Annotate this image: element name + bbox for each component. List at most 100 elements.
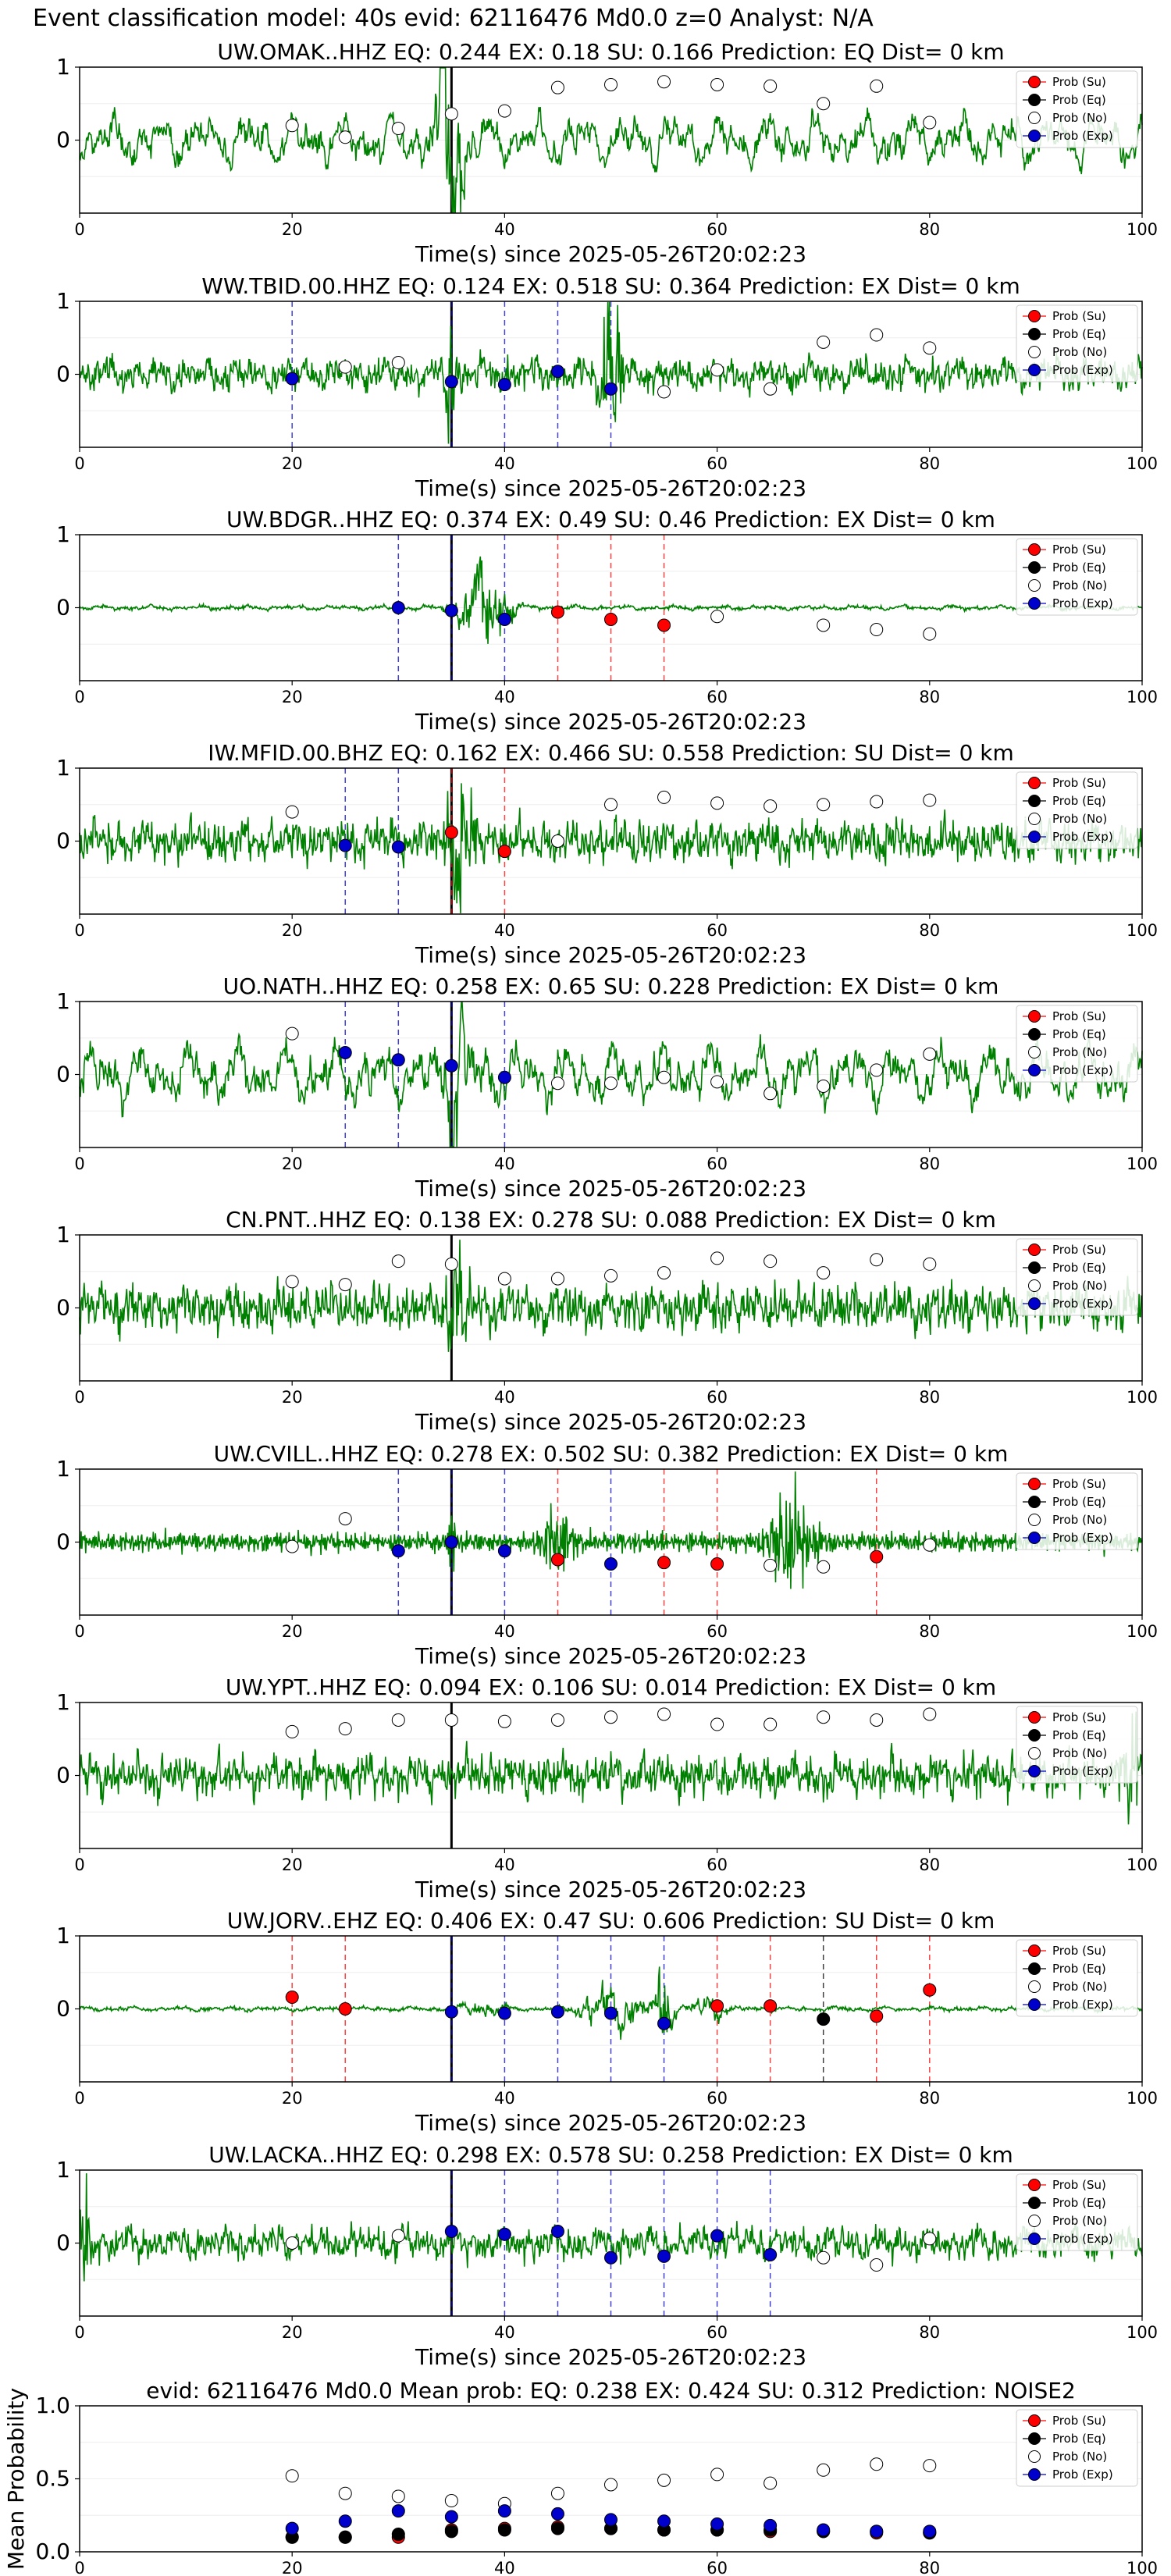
legend-label: Prob (Su) — [1052, 776, 1106, 790]
probability-point — [550, 80, 564, 94]
legend-marker — [1028, 1244, 1041, 1256]
probability-point — [444, 2005, 458, 2019]
x-axis-label: Time(s) since 2025-05-26T20:02:23 — [415, 2110, 806, 2136]
x-tick-label: 40 — [494, 2559, 515, 2576]
y-tick-label: 0 — [56, 1763, 70, 1788]
waveform-panel: UO.NATH..HHZ EQ: 0.258 EX: 0.65 SU: 0.22… — [56, 973, 1158, 1201]
waveform-trace — [79, 67, 1143, 213]
waveform-panel: IW.MFID.00.BHZ EQ: 0.162 EX: 0.466 SU: 0… — [56, 740, 1158, 968]
legend-marker — [1028, 1478, 1041, 1490]
legend-label: Prob (Exp) — [1052, 129, 1113, 143]
x-tick-label: 20 — [282, 1856, 303, 1874]
x-tick-label: 20 — [282, 1388, 303, 1407]
mean-probability-point — [338, 2530, 352, 2544]
waveform-trace — [79, 1002, 1143, 1147]
legend-label: Prob (Su) — [1052, 543, 1106, 557]
legend-label: Prob (Eq) — [1052, 1261, 1106, 1275]
y-tick-label: 0.5 — [35, 2466, 70, 2492]
probability-point — [285, 1539, 299, 1553]
probability-point — [763, 1254, 778, 1268]
y-tick-label: 1 — [56, 521, 70, 547]
legend-label: Prob (Su) — [1052, 2178, 1106, 2192]
legend-box — [1016, 1939, 1138, 2017]
x-tick-label: 60 — [707, 1856, 728, 1874]
probability-point — [604, 1557, 618, 1571]
y-tick-label: 0 — [56, 127, 70, 153]
waveform-panel: UW.JORV..EHZ EQ: 0.406 EX: 0.47 SU: 0.60… — [56, 1908, 1158, 2136]
probability-point — [497, 2006, 511, 2020]
probability-point — [817, 798, 831, 812]
probability-point — [870, 795, 884, 809]
y-tick-label: 1 — [56, 288, 70, 314]
x-tick-label: 80 — [919, 1622, 940, 1641]
legend-label: Prob (Exp) — [1052, 1297, 1113, 1311]
legend: Prob (Su) Prob (Eq) Prob (No) Prob (Exp) — [1016, 2409, 1138, 2487]
panel-title: IW.MFID.00.BHZ EQ: 0.162 EX: 0.466 SU: 0… — [208, 740, 1014, 766]
x-axis-label: Time(s) since 2025-05-26T20:02:23 — [415, 1877, 806, 1902]
x-tick-label: 80 — [919, 2089, 940, 2108]
legend-marker — [1028, 1046, 1041, 1059]
probability-point — [817, 1266, 831, 1280]
probability-point — [923, 1707, 937, 1721]
mean-probability-point — [657, 2514, 671, 2528]
legend: Prob (Su) Prob (Eq) Prob (No) Prob (Exp) — [1016, 1005, 1138, 1083]
probability-point — [285, 1724, 299, 1738]
probability-point — [817, 1710, 831, 1724]
x-tick-label: 100 — [1127, 688, 1158, 706]
mean-probability-point — [338, 2486, 352, 2500]
legend-box — [1016, 1005, 1138, 1083]
x-tick-label: 60 — [707, 2323, 728, 2342]
y-tick-label: 1.0 — [35, 2393, 70, 2418]
y-tick-label: 0 — [56, 595, 70, 621]
probability-point — [550, 605, 564, 619]
legend-label: Prob (Exp) — [1052, 830, 1113, 844]
probability-point — [497, 1544, 511, 1558]
x-tick-label: 60 — [707, 921, 728, 940]
probability-point — [817, 2012, 831, 2026]
probability-point — [657, 1707, 671, 1721]
y-tick-label: 1 — [56, 2157, 70, 2183]
x-axis-label: Time(s) since 2025-05-26T20:02:23 — [415, 1643, 806, 1669]
legend-marker — [1028, 2468, 1041, 2481]
probability-point — [391, 2229, 405, 2243]
probability-point — [285, 372, 299, 386]
waveform-panel: UW.OMAK..HHZ EQ: 0.244 EX: 0.18 SU: 0.16… — [56, 39, 1158, 267]
x-tick-label: 100 — [1127, 1856, 1158, 1874]
probability-point — [285, 1026, 299, 1041]
legend-marker — [1028, 579, 1041, 592]
x-tick-label: 40 — [494, 1856, 515, 1874]
legend-box — [1016, 771, 1138, 849]
legend-label: Prob (No) — [1052, 1279, 1107, 1293]
y-tick-label: 1 — [56, 1222, 70, 1247]
legend-box — [1016, 2409, 1138, 2487]
x-tick-label: 40 — [494, 220, 515, 239]
legend-box — [1016, 1238, 1138, 1316]
legend-marker — [1028, 1532, 1041, 1544]
probability-point — [338, 360, 352, 374]
x-tick-label: 0 — [74, 688, 84, 706]
probability-point — [497, 1272, 511, 1286]
probability-point — [923, 116, 937, 130]
probability-point — [497, 2227, 511, 2241]
panel-title: UW.YPT..HHZ EQ: 0.094 EX: 0.106 SU: 0.01… — [226, 1674, 996, 1700]
legend: Prob (Su) Prob (Eq) Prob (No) Prob (Exp) — [1016, 1472, 1138, 1550]
probability-point — [497, 104, 511, 118]
legend-marker — [1028, 597, 1041, 610]
probability-point — [497, 845, 511, 859]
legend-label: Prob (No) — [1052, 2214, 1107, 2228]
probability-point — [444, 1713, 458, 1727]
legend-label: Prob (Eq) — [1052, 2432, 1106, 2446]
legend-marker — [1028, 76, 1041, 88]
waveform-panel: WW.TBID.00.HHZ EQ: 0.124 EX: 0.518 SU: 0… — [56, 273, 1158, 501]
legend-box — [1016, 1706, 1138, 1784]
probability-point — [923, 1983, 937, 1997]
probability-point — [763, 1999, 778, 2013]
legend-label: Prob (Eq) — [1052, 1962, 1106, 1976]
mean-probability-point — [285, 2521, 299, 2535]
legend-marker — [1028, 2197, 1041, 2209]
y-tick-label: 0 — [56, 2230, 70, 2256]
probability-point — [710, 796, 724, 810]
probability-point — [604, 2006, 618, 2020]
x-tick-label: 40 — [494, 1155, 515, 1173]
legend-marker — [1028, 795, 1041, 807]
